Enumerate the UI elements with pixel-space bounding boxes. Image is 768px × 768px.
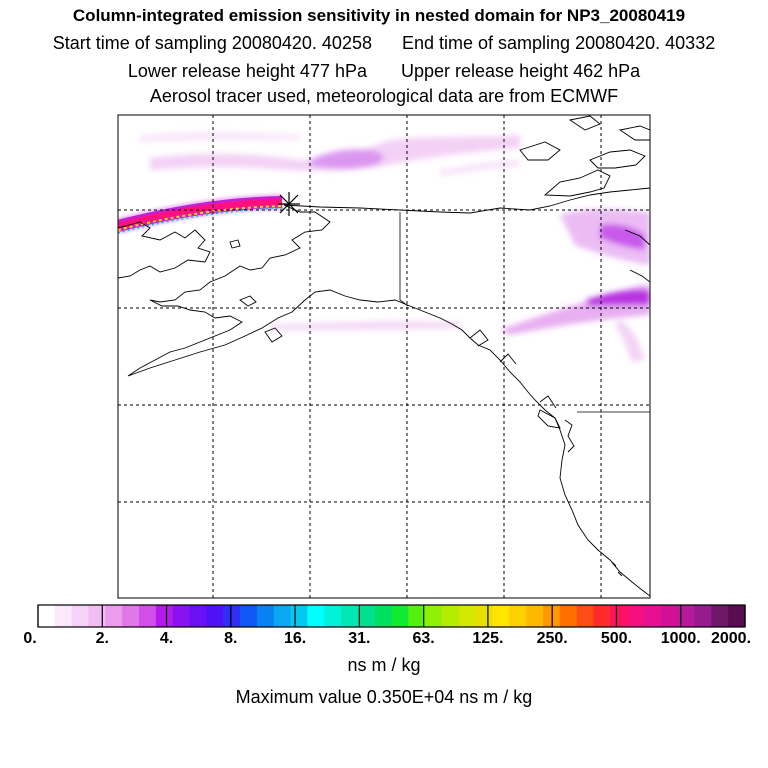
upper-release-height-label: Upper release height 462 hPa [401, 61, 641, 81]
release-heights: Lower release height 477 hPa Upper releas… [0, 61, 768, 82]
colorbar-tick-label: 8. [224, 630, 238, 647]
start-time-label: Start time of sampling 20080420. 40258 [52, 33, 372, 53]
colorbar-segment [307, 605, 325, 627]
colorbar-segment [458, 605, 477, 627]
colorbar-segment [526, 605, 544, 627]
colorbar-segment [71, 605, 90, 627]
colorbar-segment [593, 605, 611, 627]
colorbar-segment [88, 605, 106, 627]
colorbar-segment [576, 605, 595, 627]
map-frame [117, 114, 651, 599]
colorbar-segment [711, 605, 729, 627]
lower-release-height-label: Lower release height 477 hPa [127, 61, 367, 81]
release-point-star-icon [278, 192, 300, 216]
colorbar-tick-label: 31. [348, 630, 371, 647]
colorbar-segment [660, 605, 679, 627]
colorbar-segment [273, 605, 292, 627]
colorbar-tick-label: 1000. [660, 630, 701, 647]
grid-lines [118, 115, 650, 598]
colorbar-segments [38, 605, 746, 627]
colorbar-segment [324, 605, 342, 627]
colorbar-segment [728, 605, 746, 627]
colorbar-segment [442, 605, 460, 627]
colorbar-tick-label: 63. [412, 630, 435, 647]
colorbar-segment [357, 605, 376, 627]
sensitivity-field [140, 131, 650, 362]
colorbar-segment [610, 605, 628, 627]
colorbar-segment [559, 605, 578, 627]
colorbar-segment [475, 605, 494, 627]
colorbar-segment [155, 605, 174, 627]
colorbar-tick-label: 250. [536, 630, 568, 647]
sampling-times: Start time of sampling 20080420. 40258 En… [0, 33, 768, 54]
colorbar-tick-label: 2000. [710, 630, 752, 647]
colorbar-tick-label: 500. [600, 630, 633, 647]
colorbar-segment [172, 605, 191, 627]
colorbar-segment [425, 605, 443, 627]
colorbar-segment [38, 605, 56, 627]
colorbar-segment [206, 605, 224, 627]
colorbar-unit-label: ns m / kg [347, 655, 421, 675]
tracer-info: Aerosol tracer used, meteorological data… [149, 86, 619, 106]
colorbar-segment [54, 605, 73, 627]
colorbar-segment [256, 605, 275, 627]
colorbar-segment [189, 605, 207, 627]
colorbar-segment [509, 605, 527, 627]
colorbar-segment [408, 605, 426, 627]
colorbar-segment [341, 605, 359, 627]
colorbar-segment [240, 605, 258, 627]
colorbar-segment [122, 605, 140, 627]
colorbar-segment [492, 605, 510, 627]
colorbar-tick-label: 125. [472, 630, 504, 647]
colorbar-segment [223, 605, 241, 627]
colorbar-tick-label: 0. [23, 630, 37, 647]
colorbar-segment [644, 605, 662, 627]
colorbar-segment [391, 605, 409, 627]
colorbar-segment [139, 605, 157, 627]
colorbar-segment [374, 605, 393, 627]
plot-title: Column-integrated emission sensitivity i… [72, 6, 686, 25]
coastlines [118, 115, 650, 597]
colorbar-segment [694, 605, 712, 627]
colorbar-segment [677, 605, 696, 627]
colorbar-segment [290, 605, 308, 627]
colorbar-tick-label: 4. [159, 630, 174, 647]
colorbar-tick-label: 2. [95, 630, 109, 647]
colorbar-segment [105, 605, 123, 627]
colorbar-tick-label: 16. [283, 630, 307, 647]
end-time-label: End time of sampling 20080420. 40332 [401, 33, 716, 53]
maximum-value-label: Maximum value 0.350E+04 ns m / kg [235, 687, 533, 707]
colorbar-segment [627, 605, 645, 627]
